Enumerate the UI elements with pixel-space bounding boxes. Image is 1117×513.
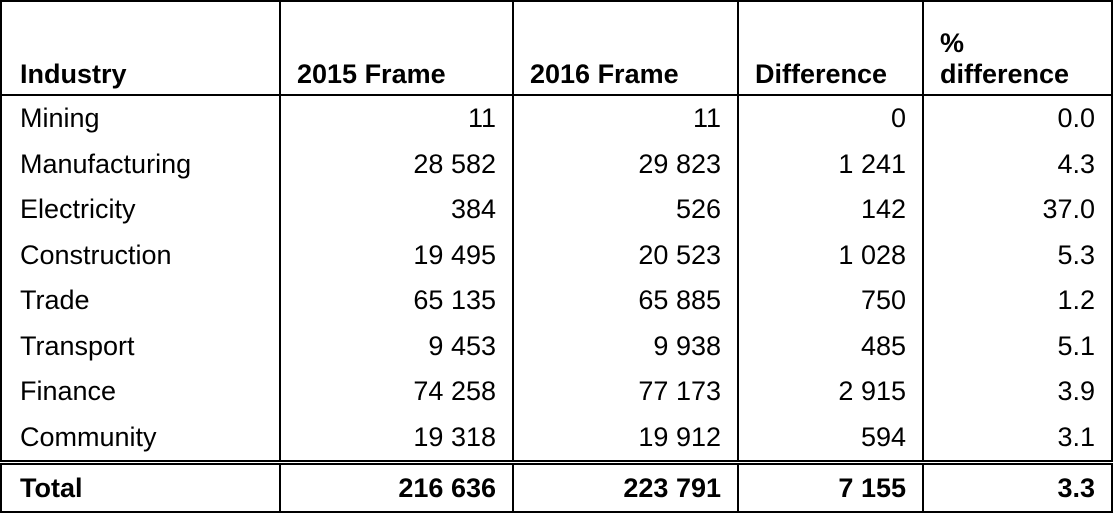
value-cell: 65 885 — [512, 278, 739, 324]
header-cell: Industry — [0, 1, 281, 96]
data-row: Community 19 318 19 912 594 3.1 — [0, 414, 1113, 463]
value-cell: 9 453 — [279, 323, 514, 369]
header-cell: 2016 Frame — [512, 1, 739, 96]
total-label: Total — [0, 460, 281, 512]
data-row: Electricity 384 526 142 37.0 — [0, 187, 1113, 233]
value-cell: 37.0 — [922, 187, 1113, 233]
value-cell: 0 — [737, 95, 924, 142]
data-row: Construction 19 495 20 523 1 028 5.3 — [0, 232, 1113, 278]
value-cell: 3.9 — [922, 369, 1113, 415]
industry-cell: Mining — [0, 95, 281, 142]
value-cell: 485 — [737, 323, 924, 369]
value-cell: 28 582 — [279, 141, 514, 187]
total-cell: 3.3 — [922, 460, 1113, 512]
total-cell: 223 791 — [512, 460, 739, 512]
header-cell: 2015 Frame — [279, 1, 514, 96]
value-cell: 1 028 — [737, 232, 924, 278]
value-cell: 19 495 — [279, 232, 514, 278]
value-cell: 11 — [512, 95, 739, 142]
table-body: Mining 11 11 0 0.0 Manufacturing 28 582 29 823 1… — [0, 95, 1113, 512]
value-cell: 142 — [737, 187, 924, 233]
industry-cell: Transport — [0, 323, 281, 369]
data-row: Manufacturing 28 582 29 823 1 241 4.3 — [0, 141, 1113, 187]
value-cell: 594 — [737, 414, 924, 463]
header-row: Industry 2015 Frame 2016 Frame Difference% … — [0, 1, 1113, 96]
total-cell: 216 636 — [279, 460, 514, 512]
value-cell: 9 938 — [512, 323, 739, 369]
industry-cell: Electricity — [0, 187, 281, 233]
value-cell: 384 — [279, 187, 514, 233]
header-cell: Difference — [737, 1, 924, 96]
value-cell: 0.0 — [922, 95, 1113, 142]
value-cell: 3.1 — [922, 414, 1113, 463]
value-cell: 5.3 — [922, 232, 1113, 278]
value-cell: 19 318 — [279, 414, 514, 463]
industry-cell: Manufacturing — [0, 141, 281, 187]
value-cell: 1 241 — [737, 141, 924, 187]
industry-cell: Trade — [0, 278, 281, 324]
value-cell: 750 — [737, 278, 924, 324]
data-row: Transport 9 453 9 938 485 5.1 — [0, 323, 1113, 369]
value-cell: 77 173 — [512, 369, 739, 415]
value-cell: 4.3 — [922, 141, 1113, 187]
value-cell: 11 — [279, 95, 514, 142]
value-cell: 20 523 — [512, 232, 739, 278]
value-cell: 74 258 — [279, 369, 514, 415]
total-row: Total 216 636 223 791 7 155 3.3 — [0, 460, 1113, 512]
value-cell: 65 135 — [279, 278, 514, 324]
value-cell: 526 — [512, 187, 739, 233]
data-row: Trade 65 135 65 885 750 1.2 — [0, 278, 1113, 324]
value-cell: 29 823 — [512, 141, 739, 187]
industry-cell: Construction — [0, 232, 281, 278]
value-cell: 5.1 — [922, 323, 1113, 369]
value-cell: 1.2 — [922, 278, 1113, 324]
total-cell: 7 155 — [737, 460, 924, 512]
data-row: Mining 11 11 0 0.0 — [0, 95, 1113, 142]
industry-cell: Community — [0, 414, 281, 463]
header-cell: % difference — [922, 1, 1113, 96]
value-cell: 2 915 — [737, 369, 924, 415]
value-cell: 19 912 — [512, 414, 739, 463]
data-row: Finance 74 258 77 173 2 915 3.9 — [0, 369, 1113, 415]
industry-cell: Finance — [0, 369, 281, 415]
